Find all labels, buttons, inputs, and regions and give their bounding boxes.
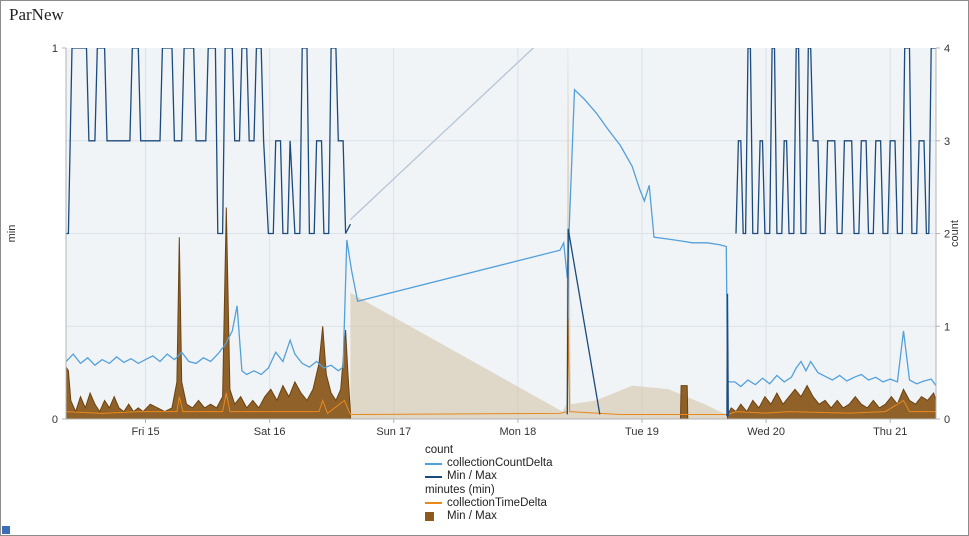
svg-text:1: 1 [944, 321, 950, 333]
line-marker-icon [425, 476, 442, 478]
line-marker-icon [425, 462, 442, 465]
svg-text:1: 1 [52, 43, 58, 55]
legend-item-minutes-minmax: Min / Max [425, 510, 968, 523]
legend-item-collection-time-delta: collectionTimeDelta [425, 497, 968, 510]
legend-item-count-minmax: Min / Max [425, 470, 968, 483]
svg-text:count: count [949, 220, 961, 247]
svg-text:Fri 15: Fri 15 [131, 426, 159, 438]
legend-item-collection-count-delta: collectionCountDelta [425, 457, 968, 470]
svg-text:3: 3 [944, 136, 950, 148]
legend-item-label: collectionCountDelta [447, 457, 553, 470]
legend-item-label: Min / Max [447, 510, 497, 523]
svg-text:Sun 17: Sun 17 [376, 426, 411, 438]
line-marker-icon [425, 502, 442, 505]
legend-group-title-minutes: minutes (min) [425, 483, 495, 496]
svg-text:0: 0 [944, 414, 950, 426]
svg-text:Sat 16: Sat 16 [254, 426, 286, 438]
svg-text:min: min [6, 225, 18, 243]
square-marker-icon [425, 512, 434, 522]
svg-text:Mon 18: Mon 18 [500, 426, 537, 438]
svg-text:2: 2 [944, 229, 950, 241]
chart-title: ParNew [9, 5, 64, 24]
legend-item-label: collectionTimeDelta [447, 496, 547, 509]
svg-text:4: 4 [944, 43, 950, 55]
svg-text:Wed 20: Wed 20 [747, 426, 785, 438]
chart-canvas: 0 1 0 1 2 3 4 Fri 15 Sat 16 Sun 17 Mon 18 Tue 19 Wed… [6, 43, 961, 438]
legend-item-label: Min / Max [447, 470, 497, 483]
svg-text:Thu 21: Thu 21 [873, 426, 907, 438]
corner-badge [2, 526, 10, 534]
svg-text:Tue 19: Tue 19 [625, 426, 659, 438]
legend: count collectionCountDelta Min / Max min… [425, 444, 968, 523]
legend-group-title-count: count [425, 444, 454, 456]
svg-text:0: 0 [52, 414, 58, 426]
